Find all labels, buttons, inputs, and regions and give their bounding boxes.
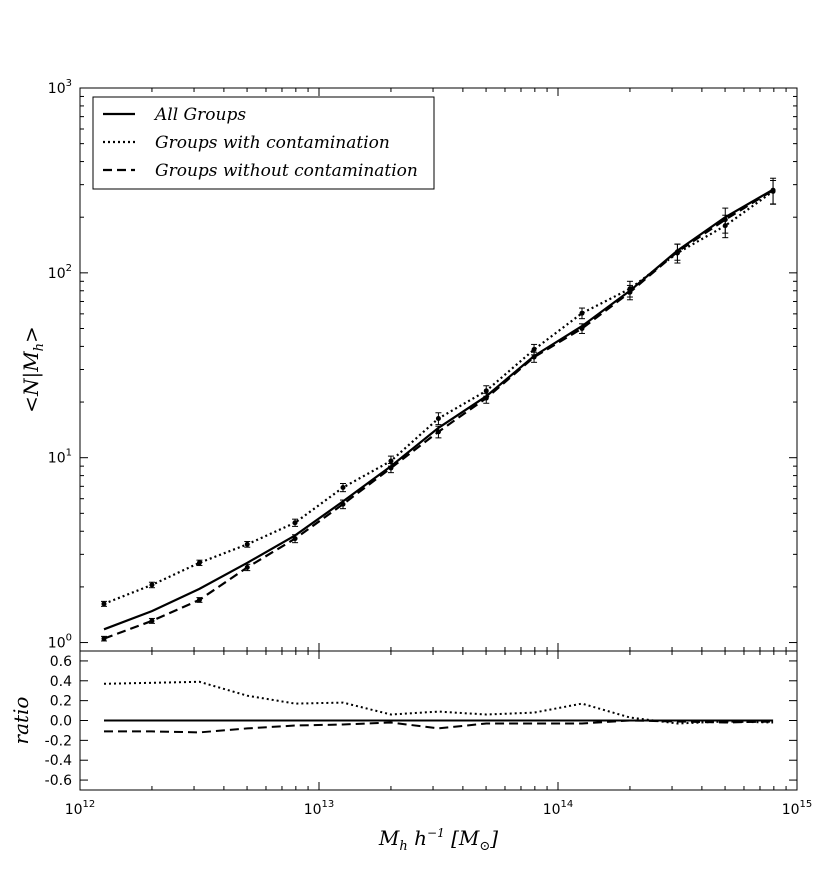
- legend-label: All Groups: [153, 105, 246, 125]
- y-tick-label: 101: [48, 448, 72, 467]
- ratio-y-tick-label: 0.0: [50, 714, 72, 730]
- data-point: [435, 429, 441, 435]
- data-point: [388, 465, 394, 471]
- data-point: [292, 520, 298, 526]
- data-point: [531, 354, 537, 360]
- data-point: [674, 249, 680, 255]
- ratio-panel: -0.6 -0.4 -0.2 0.0 0.2 0.4 0.6 1012 1013 1014 1015…: [9, 650, 813, 854]
- data-point: [579, 325, 585, 331]
- data-point: [244, 541, 250, 547]
- legend: All Groups Groups with contamination Group…: [92, 96, 435, 190]
- ratio-y-tick-label: 0.4: [50, 674, 72, 690]
- x-axis-label: Mh h−1 [M⊙]: [378, 826, 498, 854]
- y-tick-label: 100: [48, 633, 72, 652]
- ratio-line-2: [103, 680, 774, 725]
- legend-label: Groups with contamination: [155, 133, 390, 153]
- ratio-y-tick-label: -0.6: [45, 773, 72, 789]
- data-point: [196, 560, 202, 566]
- data-point: [101, 636, 107, 642]
- x-tick-label: 1014: [543, 799, 574, 818]
- y-tick-label: 103: [48, 78, 72, 97]
- x-tick-label: 1015: [782, 799, 813, 818]
- data-point: [340, 501, 346, 507]
- data-point: [101, 601, 107, 607]
- data-point: [579, 310, 585, 316]
- data-point: [531, 346, 537, 352]
- legend-label: Groups without contamination: [155, 161, 418, 181]
- data-point: [292, 536, 298, 542]
- y-axis-label: <N|Mh>: [19, 326, 47, 413]
- ratio-y-tick-label: 0.6: [50, 654, 72, 670]
- y-tick-label: 102: [48, 263, 72, 282]
- x-tick-label: 1013: [304, 799, 335, 818]
- data-point: [627, 289, 633, 295]
- data-point: [483, 395, 489, 401]
- data-point: [770, 187, 776, 193]
- data-point: [483, 388, 489, 394]
- legend-box: [92, 96, 435, 190]
- data-point: [722, 217, 728, 223]
- data-point: [196, 597, 202, 603]
- data-point: [149, 582, 155, 588]
- ratio-y-axis-label: ratio: [9, 697, 33, 745]
- data-point: [388, 458, 394, 464]
- data-point: [435, 415, 441, 421]
- data-point: [340, 484, 346, 490]
- x-tick-label: 1012: [65, 799, 96, 818]
- ratio-y-tick-label: -0.4: [45, 753, 72, 769]
- data-point: [244, 564, 250, 570]
- ratio-y-tick-label: 0.2: [50, 694, 72, 710]
- data-point: [149, 618, 155, 624]
- ratio-y-tick-label: -0.2: [45, 733, 72, 749]
